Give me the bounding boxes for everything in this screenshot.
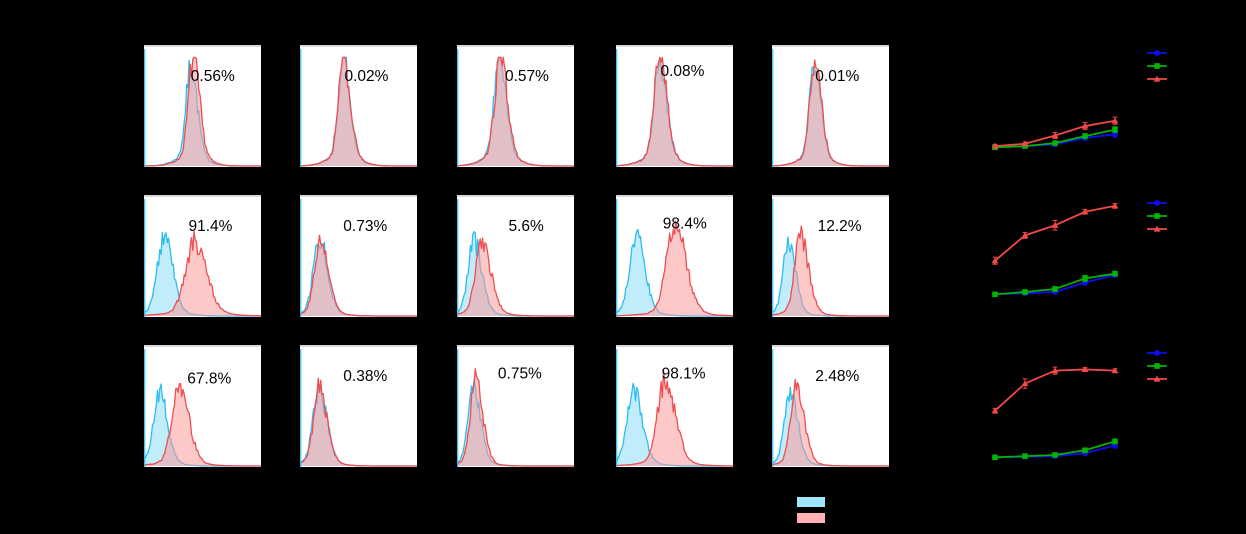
cyan-population-swatch — [797, 497, 825, 507]
square-marker — [1112, 270, 1118, 277]
percentage-label: 91.4% — [189, 218, 233, 235]
triangle-marker — [1111, 367, 1119, 374]
percentage-label: 2.48% — [815, 368, 859, 385]
flow-histogram-panel-r2c3: 5.6% — [457, 195, 574, 317]
square-marker — [992, 291, 998, 298]
square-marker — [1112, 126, 1118, 133]
square-marker — [992, 454, 998, 461]
circle-marker — [1154, 350, 1160, 356]
triangle-marker — [1153, 225, 1161, 232]
percentage-label: 0.08% — [661, 63, 705, 80]
flow-histogram-panel-r1c3: 0.57% — [457, 45, 574, 167]
triangle-marker — [991, 407, 999, 414]
flow-histogram-panel-r2c5: 12.2% — [772, 195, 889, 317]
square-marker — [1082, 447, 1088, 454]
circle-marker — [1154, 50, 1160, 56]
square-marker — [1022, 289, 1028, 295]
flow-histogram-panel-r3c5: 2.48% — [772, 345, 889, 467]
square-marker — [1082, 133, 1088, 139]
line-chart-3 — [991, 350, 1167, 461]
pink-histogram-curve — [144, 230, 261, 317]
flow-histogram-panel-r3c1: 67.8% — [144, 345, 261, 467]
pink-histogram-curve — [616, 370, 733, 467]
flow-histogram-panel-r1c5: 0.01% — [772, 45, 889, 167]
flow-histogram-panel-r3c3: 0.75% — [457, 345, 574, 467]
triangle-marker — [991, 257, 999, 264]
square-marker — [1154, 63, 1160, 69]
square-marker — [1052, 140, 1058, 146]
triangle-marker — [1081, 366, 1089, 373]
percentage-label: 98.4% — [663, 216, 707, 233]
percentage-label: 12.2% — [818, 218, 862, 235]
pink-histogram-curve — [300, 56, 417, 167]
square-marker — [1112, 438, 1118, 445]
triangle-marker — [991, 142, 999, 149]
pink-histogram-curve — [300, 234, 417, 317]
triangle-marker — [1051, 221, 1059, 228]
triangle-marker — [1021, 231, 1029, 238]
triangle-marker — [1111, 202, 1119, 209]
pink-histogram-curve — [300, 377, 417, 467]
percentage-label: 0.56% — [191, 68, 235, 85]
square-marker — [1052, 286, 1058, 292]
pink-population-swatch — [797, 513, 825, 523]
flow-histogram-panel-r2c1: 91.4% — [144, 195, 261, 317]
pink-histogram-curve — [616, 56, 733, 167]
pink-histogram-curve — [772, 378, 889, 467]
square-marker — [1082, 275, 1088, 282]
triangle-marker — [1111, 117, 1119, 124]
percentage-label: 0.38% — [343, 368, 387, 385]
triangle-marker — [1081, 208, 1089, 215]
triangle-marker — [1021, 380, 1029, 387]
series-red-line — [994, 368, 1116, 412]
percentage-label: 98.1% — [662, 366, 706, 383]
pink-histogram-curve — [772, 59, 889, 167]
line-chart-1 — [991, 50, 1167, 151]
percentage-label: 0.73% — [343, 218, 387, 235]
series-red-line — [994, 204, 1116, 262]
percentage-label: 67.8% — [187, 370, 231, 387]
percentage-label: 5.6% — [509, 218, 545, 235]
pink-histogram-curve — [144, 56, 261, 167]
flow-histogram-panel-r1c2: 0.02% — [300, 45, 417, 167]
pink-histogram-curve — [144, 382, 261, 467]
square-marker — [1052, 452, 1058, 458]
pink-histogram-curve — [457, 237, 574, 317]
pink-histogram-curve — [772, 225, 889, 317]
triangle-marker — [1051, 367, 1059, 374]
triangle-marker — [1081, 122, 1089, 129]
pink-histogram-curve — [616, 220, 733, 317]
flow-histogram-panel-r1c4: 0.08% — [616, 45, 733, 167]
square-marker — [1154, 363, 1160, 369]
flow-histogram-panel-r1c1: 0.56% — [144, 45, 261, 167]
percentage-label: 0.57% — [505, 68, 549, 85]
percentage-label: 0.01% — [815, 68, 859, 85]
square-marker — [1022, 453, 1028, 459]
flow-histogram-panel-r3c2: 0.38% — [300, 345, 417, 467]
triangle-marker — [1153, 75, 1161, 82]
cyan-histogram-curve — [144, 383, 261, 467]
triangle-marker — [1153, 375, 1161, 382]
square-marker — [1154, 213, 1160, 219]
pink-histogram-curve — [457, 56, 574, 167]
flow-histogram-panel-r2c2: 0.73% — [300, 195, 417, 317]
percentage-label: 0.75% — [498, 366, 542, 383]
percentage-label: 0.02% — [345, 68, 389, 85]
flow-histogram-panel-r3c4: 98.1% — [616, 345, 733, 467]
circle-marker — [1154, 200, 1160, 206]
line-chart-2 — [991, 200, 1167, 298]
flow-histogram-panel-r2c4: 98.4% — [616, 195, 733, 317]
pink-histogram-curve — [457, 368, 574, 467]
triangle-marker — [1051, 132, 1059, 139]
triangle-marker — [1021, 140, 1029, 147]
